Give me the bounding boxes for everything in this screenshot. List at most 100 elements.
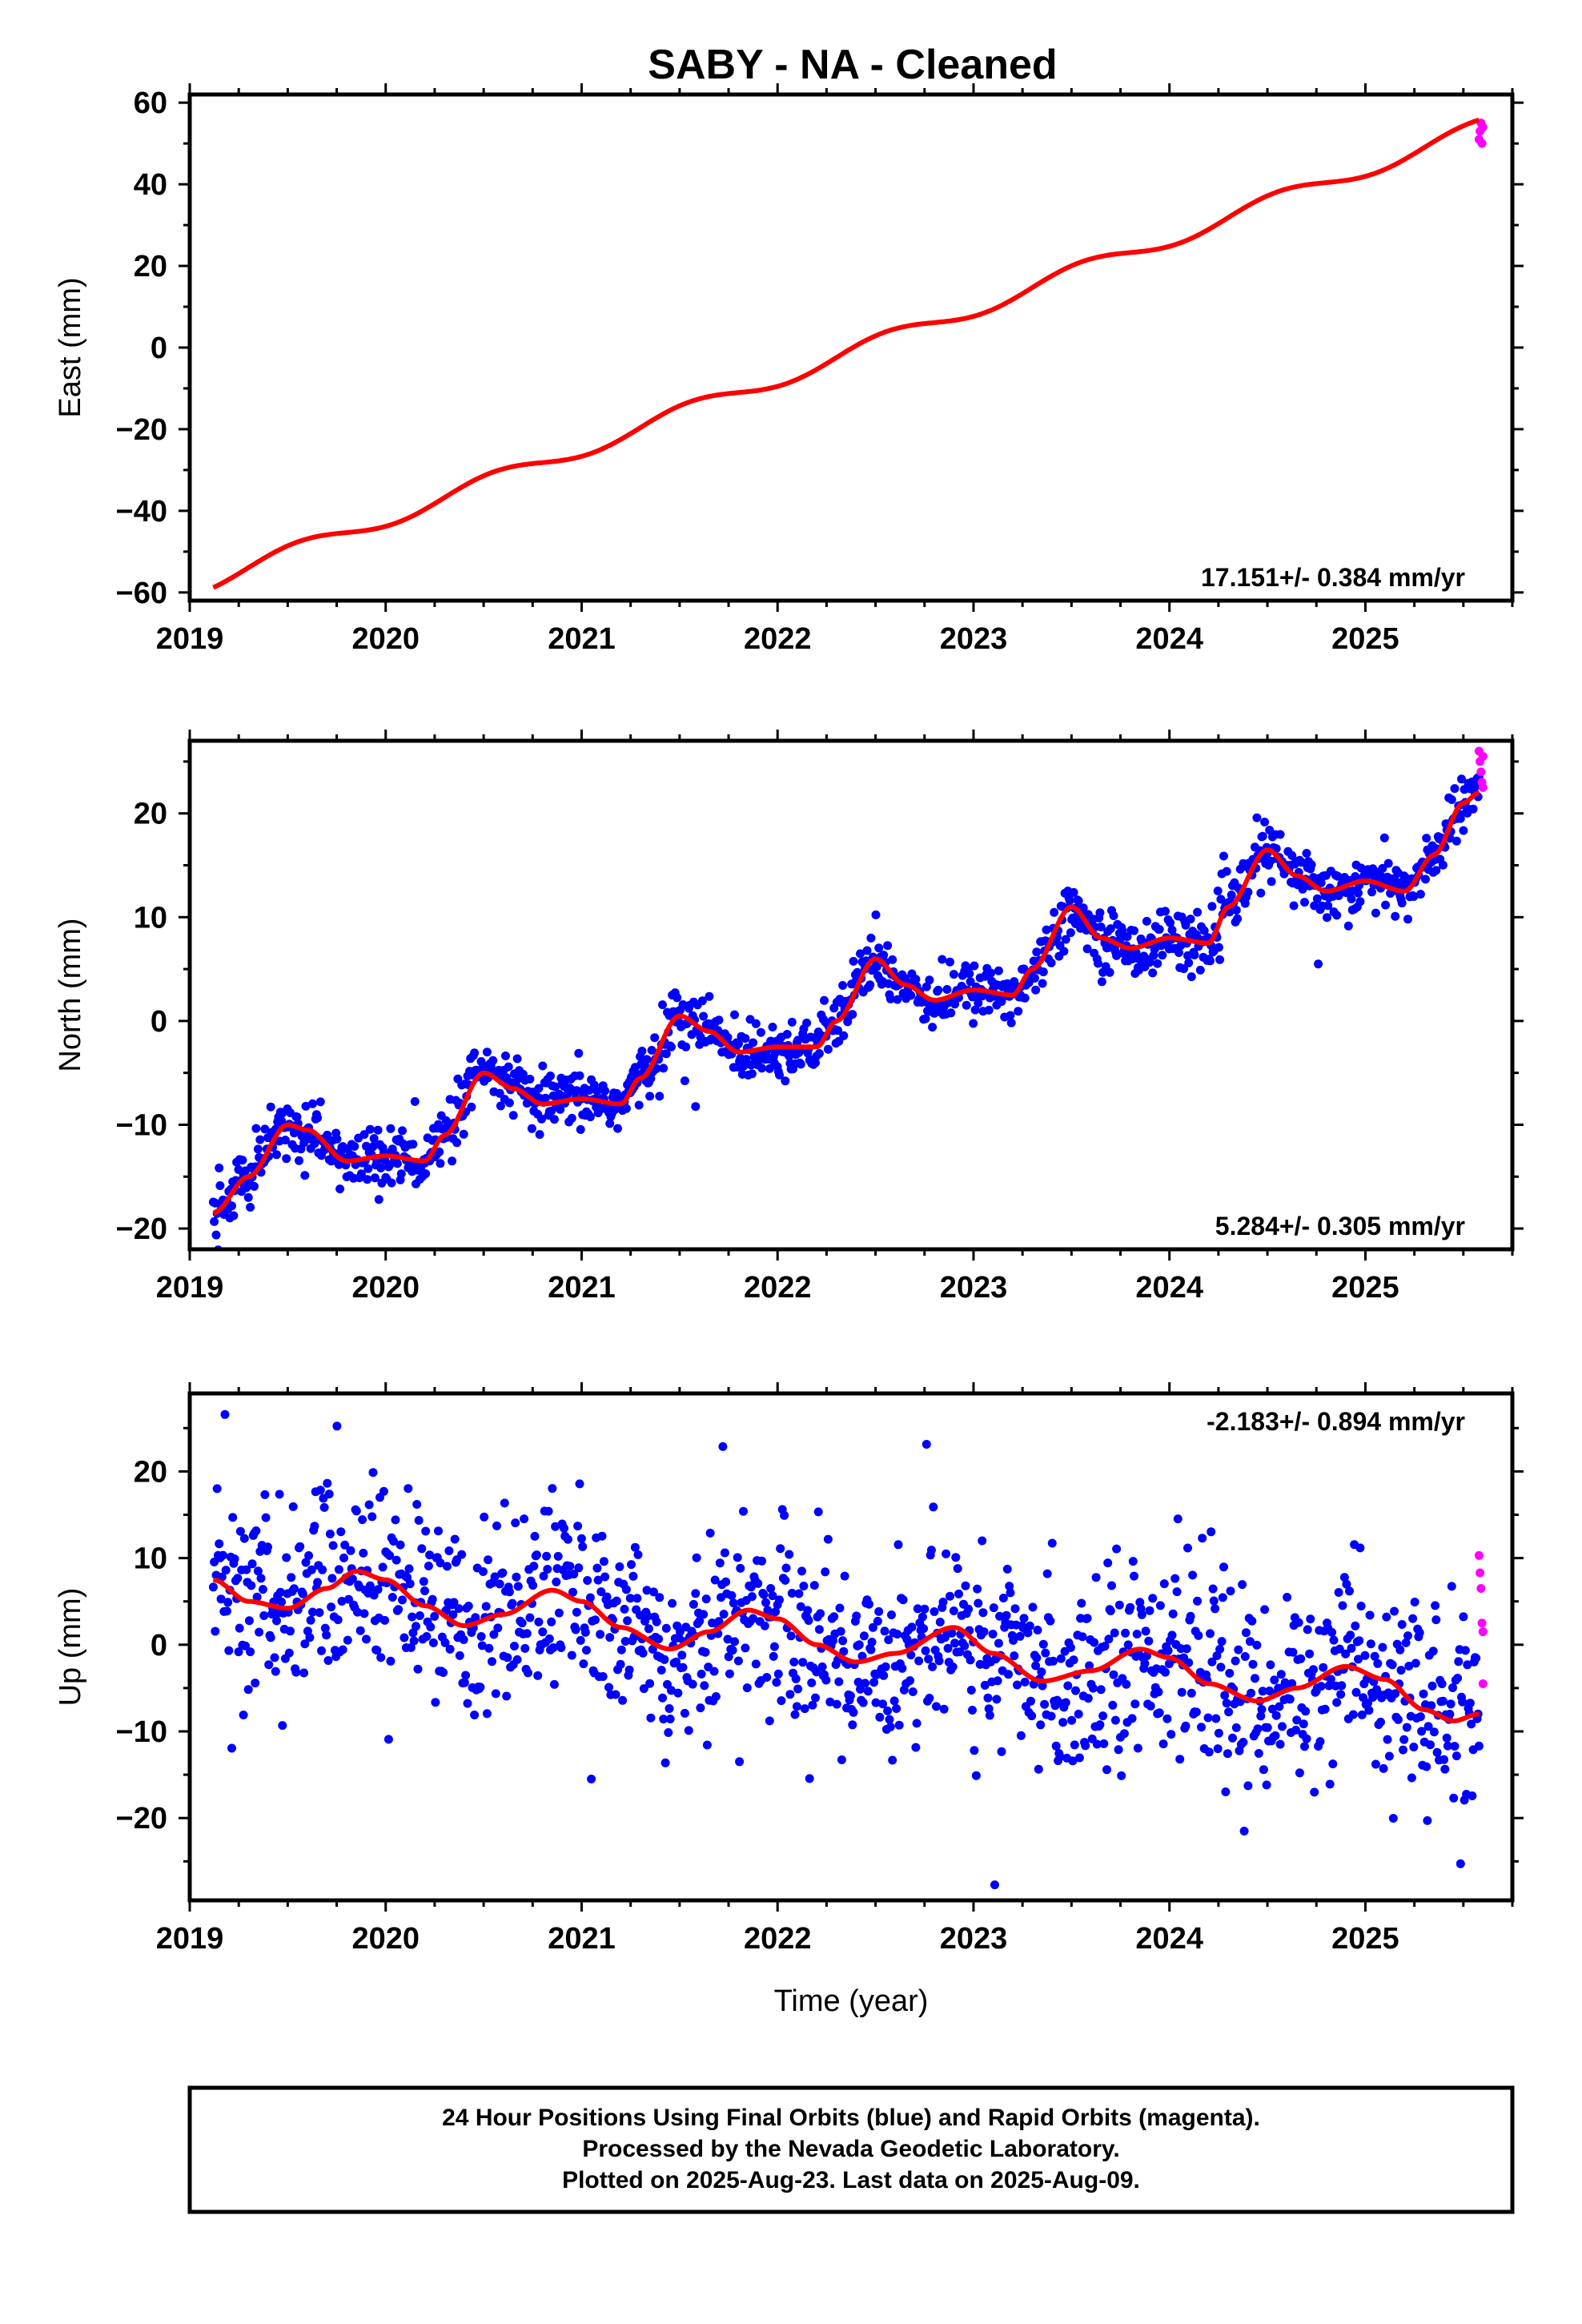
data-point (1270, 0, 1279, 5)
footer-line-2: Processed by the Nevada Geodetic Laborat… (582, 2136, 1119, 2162)
data-point (1459, 0, 1468, 5)
data-point (282, 0, 291, 5)
data-point (645, 1092, 655, 1101)
data-point (408, 0, 417, 5)
data-point (1207, 0, 1215, 5)
data-point (820, 0, 829, 5)
data-point (456, 0, 464, 5)
model-fit-line (212, 1568, 1480, 1723)
data-point (794, 1589, 804, 1598)
data-point (480, 0, 489, 5)
data-point (1215, 0, 1224, 5)
data-point (1415, 0, 1424, 5)
data-point (289, 0, 298, 5)
data-point (909, 0, 918, 5)
data-point (1153, 959, 1162, 968)
data-point (1114, 1600, 1124, 1610)
data-point (1444, 0, 1453, 5)
data-point (1025, 0, 1034, 5)
data-point (308, 1607, 317, 1617)
data-point (929, 1502, 938, 1512)
data-point (1082, 944, 1092, 954)
data-point (586, 0, 595, 5)
data-point (620, 1637, 630, 1646)
data-point (838, 981, 848, 990)
data-point (315, 1097, 325, 1107)
data-point (745, 0, 753, 5)
data-point (428, 1594, 437, 1604)
data-point (666, 0, 675, 5)
y-tick-label: 0 (151, 1005, 167, 1039)
data-point (543, 0, 552, 5)
data-point (546, 1072, 555, 1080)
data-point (1266, 1660, 1275, 1670)
data-point (1144, 1636, 1154, 1646)
data-point (1028, 1602, 1038, 1612)
data-point (1378, 0, 1387, 5)
data-point (954, 1589, 963, 1598)
data-point (911, 975, 921, 984)
data-point (624, 0, 632, 5)
data-point (1219, 0, 1227, 5)
data-point (322, 1630, 331, 1640)
data-point (443, 0, 452, 5)
data-point (934, 0, 942, 5)
data-point (1040, 0, 1049, 5)
data-point (941, 0, 950, 5)
data-point (408, 1140, 418, 1149)
data-point (1034, 0, 1043, 5)
data-point (584, 0, 593, 5)
data-point (862, 946, 872, 955)
data-point (380, 1615, 390, 1625)
data-point (1061, 0, 1070, 5)
data-point (572, 0, 580, 5)
data-point (272, 1616, 281, 1626)
data-point (346, 1546, 355, 1555)
data-point (1092, 0, 1101, 5)
data-point (493, 1623, 503, 1633)
data-point (490, 1572, 500, 1582)
data-point (1315, 1737, 1325, 1747)
data-point (893, 0, 901, 5)
data-point (1290, 0, 1299, 5)
data-point (753, 0, 762, 5)
data-point (1475, 0, 1484, 5)
data-point (489, 1630, 499, 1639)
data-point (835, 1603, 845, 1613)
data-point (253, 1144, 263, 1154)
data-point (211, 1626, 220, 1636)
data-point (377, 0, 386, 5)
data-point (556, 0, 565, 5)
data-point (287, 0, 295, 5)
data-point (532, 0, 540, 5)
data-point (1031, 985, 1041, 995)
data-point (611, 1690, 620, 1699)
data-point (912, 1719, 921, 1728)
data-point (1434, 0, 1443, 5)
data-point (253, 1566, 263, 1576)
data-point (1381, 900, 1391, 910)
data-point (986, 968, 996, 978)
data-point (476, 0, 484, 5)
data-point (583, 1576, 592, 1585)
data-point (1263, 1723, 1272, 1732)
data-point (1182, 0, 1191, 5)
data-point (905, 0, 913, 5)
data-point (317, 0, 326, 5)
data-point (577, 0, 586, 5)
data-point (376, 0, 385, 5)
data-point (637, 0, 646, 5)
data-point (1078, 903, 1088, 913)
data-point (277, 1597, 287, 1606)
data-point (1356, 1602, 1366, 1610)
data-point (436, 1159, 445, 1168)
data-point (1319, 1663, 1328, 1672)
data-point (1346, 1630, 1355, 1640)
data-point (1300, 898, 1309, 907)
data-point (348, 0, 357, 5)
data-point (755, 0, 764, 5)
data-point (1367, 0, 1375, 5)
data-point (457, 1550, 467, 1559)
data-point (520, 0, 528, 5)
data-point (847, 0, 856, 5)
